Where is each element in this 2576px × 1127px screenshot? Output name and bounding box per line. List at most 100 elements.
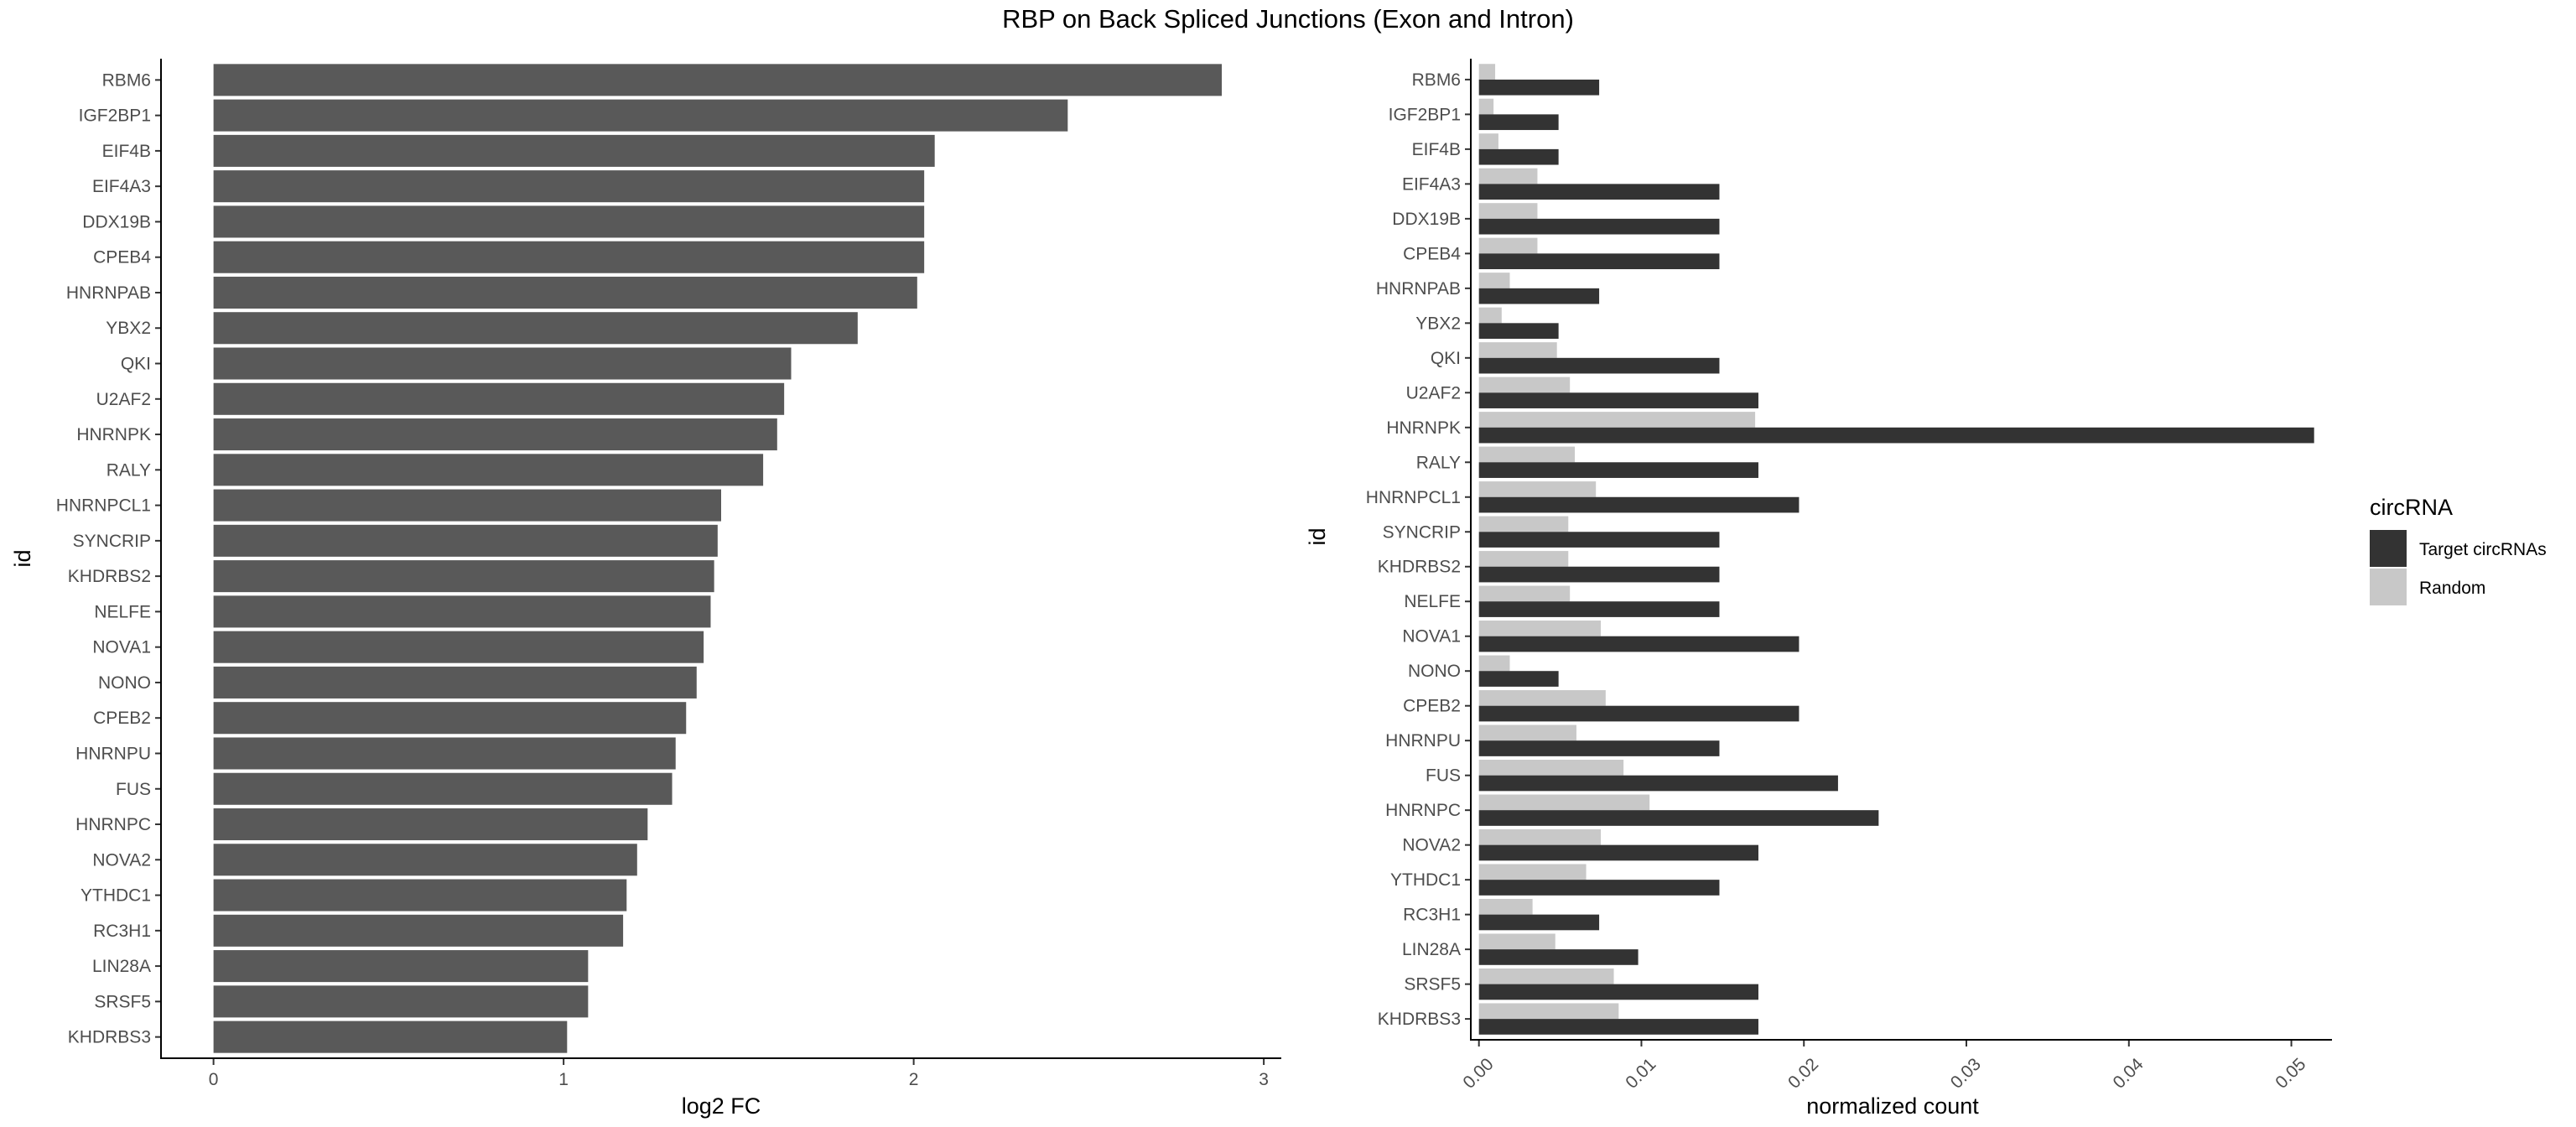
log2fc-bar-khdrbs2 (213, 560, 714, 593)
target-bar-u2af2 (1478, 392, 1758, 408)
log2fc-bar-nova2 (213, 844, 637, 876)
log2fc-y-tick-label-cpeb4: CPEB4 (93, 248, 151, 267)
log2fc-bars (213, 64, 1223, 1053)
legend-swatch-random (2370, 569, 2407, 605)
normalized-count-x-tick-label-0-00: 0.00 (1459, 1055, 1497, 1093)
normalized-count-y-tick-label-raly: RALY (1416, 453, 1461, 472)
log2fc-bar-nono (213, 666, 697, 699)
log2fc-y-tick-label-ddx19b: DDX19B (82, 212, 151, 231)
random-bar-ybx2 (1478, 307, 1502, 324)
normalized-count-y-tick-label-nono: NONO (1408, 662, 1461, 681)
log2fc-y-tick-label-ythdc1: YTHDC1 (80, 886, 151, 906)
log2fc-bar-ddx19b (213, 205, 925, 238)
log2fc-y-tick-label-hnrnpu: HNRNPU (75, 744, 151, 763)
target-bar-ddx19b (1478, 218, 1720, 235)
normalized-count-y-tick-label-rc3h1: RC3H1 (1403, 906, 1461, 925)
random-bar-hnrnpab (1478, 273, 1510, 288)
log2fc-y-tick-label-syncrip: SYNCRIP (73, 532, 151, 551)
normalized-count-y-tick-label-ybx2: YBX2 (1415, 314, 1461, 333)
log2fc-bar-khdrbs3 (213, 1021, 568, 1053)
log2fc-bar-hnrnpcl1 (213, 489, 721, 522)
log2fc-y-tick-label-qki: QKI (121, 355, 151, 374)
log2fc-bar-eif4b (213, 134, 935, 167)
legend-label-random: Random (2419, 579, 2485, 598)
log2fc-y-tick-label-eif4b: EIF4B (102, 142, 151, 161)
log2fc-y-tick-label-nono: NONO (98, 673, 151, 693)
random-bar-nova1 (1478, 621, 1602, 636)
normalized-count-y-tick-label-qki: QKI (1431, 349, 1461, 368)
target-bar-hnrnpu (1478, 740, 1720, 756)
log2fc-bar-ythdc1 (213, 879, 627, 911)
target-bar-eif4b (1478, 148, 1559, 165)
log2fc-x-tick-labels: 0 1 2 3 (209, 1058, 1269, 1089)
normalized-count-y-tick-label-eif4b: EIF4B (1412, 140, 1461, 159)
random-bar-cpeb4 (1478, 237, 1538, 254)
log2fc-y-tick-label-raly: RALY (106, 460, 151, 480)
random-bar-u2af2 (1478, 377, 1571, 393)
log2fc-y-tick-label-khdrbs2: KHDRBS2 (68, 567, 151, 586)
log2fc-y-tick-label-srsf5: SRSF5 (94, 992, 151, 1011)
normalized-count-y-tick-label-nova1: NOVA1 (1402, 627, 1461, 647)
normalized-count-y-tick-label-igf2bp1: IGF2BP1 (1389, 105, 1461, 124)
normalized-count-y-tick-label-hnrnpcl1: HNRNPCL1 (1366, 488, 1461, 507)
normalized-count-bars (1478, 64, 2314, 1035)
log2fc-y-tick-label-nova1: NOVA1 (92, 638, 151, 657)
legend-swatch-target (2370, 530, 2407, 567)
log2fc-y-tick-label-hnrnpk: HNRNPK (76, 425, 151, 444)
normalized-count-y-tick-label-hnrnpk: HNRNPK (1386, 418, 1461, 438)
target-bar-nova1 (1478, 636, 1800, 652)
target-bar-rc3h1 (1478, 914, 1600, 931)
normalized-count-y-tick-label-nelfe: NELFE (1404, 592, 1461, 611)
log2fc-y-tick-label-eif4a3: EIF4A3 (92, 177, 151, 196)
log2fc-bar-hnrnpk (213, 418, 777, 451)
normalized-count-x-tick-label-0-04: 0.04 (2110, 1054, 2148, 1092)
normalized-count-y-tick-label-rbm6: RBM6 (1412, 70, 1461, 90)
normalized-count-x-tick-label-0-05: 0.05 (2272, 1055, 2309, 1093)
target-bar-hnrnpab (1478, 288, 1600, 304)
random-bar-lin28a (1478, 933, 1555, 950)
log2fc-y-tick-label-rc3h1: RC3H1 (93, 922, 151, 941)
normalized-count-x-tick-labels: 0.00 0.01 0.02 0.03 0.04 0.05 (1459, 1040, 2309, 1093)
normalized-count-y-tick-label-ythdc1: YTHDC1 (1390, 870, 1461, 890)
target-bar-rbm6 (1478, 79, 1600, 96)
log2fc-bar-eif4a3 (213, 170, 925, 203)
normalized-count-x-tick-label-0-03: 0.03 (1947, 1055, 1985, 1093)
legend-title: circRNA (2370, 495, 2453, 520)
target-bar-cpeb2 (1478, 705, 1800, 722)
normalized-count-x-tick-label-0-01: 0.01 (1622, 1055, 1659, 1093)
normalized-count-y-tick-label-u2af2: U2AF2 (1406, 383, 1461, 402)
normalized-count-y-tick-label-hnrnpc: HNRNPC (1385, 801, 1461, 820)
target-bar-khdrbs3 (1478, 1019, 1758, 1035)
target-bar-igf2bp1 (1478, 114, 1559, 131)
log2fc-y-axis-title: id (10, 549, 35, 567)
log2fc-y-tick-label-khdrbs3: KHDRBS3 (68, 1028, 151, 1047)
random-bar-raly (1478, 446, 1576, 463)
normalized-count-y-tick-label-lin28a: LIN28A (1402, 940, 1461, 959)
normalized-count-y-tick-label-nova2: NOVA2 (1402, 836, 1461, 855)
log2fc-y-tick-label-ybx2: YBX2 (106, 319, 151, 338)
normalized-count-y-tick-label-fus: FUS (1426, 766, 1461, 786)
log2fc-bar-cpeb4 (213, 241, 925, 273)
legend: circRNA Target circRNAs Random (2370, 495, 2547, 605)
random-bar-hnrnpcl1 (1478, 481, 1597, 497)
random-bar-eif4b (1478, 133, 1498, 149)
target-bar-khdrbs2 (1478, 566, 1720, 583)
random-bar-rbm6 (1478, 64, 1496, 80)
target-bar-hnrnpk (1478, 427, 2314, 444)
target-bar-eif4a3 (1478, 184, 1720, 200)
random-bar-eif4a3 (1478, 168, 1538, 184)
log2fc-y-tick-label-hnrnpc: HNRNPC (75, 815, 151, 834)
log2fc-x-tick-label-2: 2 (909, 1070, 919, 1089)
log2fc-bar-ybx2 (213, 312, 858, 345)
target-bar-syncrip (1478, 532, 1720, 548)
normalized-count-y-tick-label-syncrip: SYNCRIP (1383, 522, 1461, 542)
target-bar-srsf5 (1478, 984, 1758, 1000)
log2fc-bar-fus (213, 772, 673, 805)
log2fc-bar-igf2bp1 (213, 99, 1068, 132)
normalized-count-y-tick-label-srsf5: SRSF5 (1404, 975, 1461, 995)
log2fc-bar-raly (213, 454, 764, 486)
normalized-count-panel: RBM6 IGF2BP1 EIF4B EIF4A3 DDX19B CPEB4 HNRNPAB… (1305, 59, 2332, 1119)
normalized-count-y-tick-labels: RBM6 IGF2BP1 EIF4B EIF4A3 DDX19B CPEB4 HNRNPAB… (1366, 70, 1471, 1029)
target-bar-hnrnpcl1 (1478, 496, 1800, 513)
